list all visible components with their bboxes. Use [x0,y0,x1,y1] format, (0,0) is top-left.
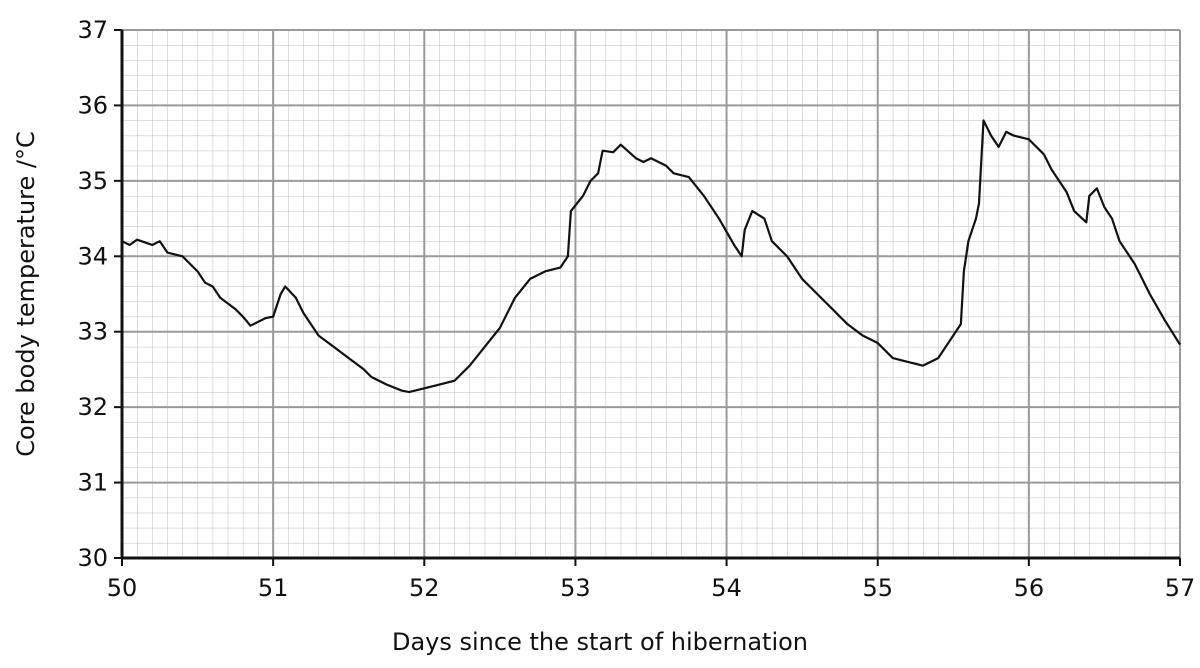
y-tick-label: 36 [77,91,108,119]
y-tick-label: 30 [77,544,108,572]
y-tick-label: 34 [77,242,108,270]
x-tick-label: 55 [862,574,893,602]
x-tick-label: 52 [409,574,440,602]
y-tick-label: 37 [77,16,108,44]
x-tick-label: 50 [107,574,138,602]
x-axis-label: Days since the start of hibernation [392,628,808,656]
x-tick-label: 54 [711,574,742,602]
y-tick-label: 35 [77,167,108,195]
y-tick-label: 32 [77,393,108,421]
y-tick-label: 33 [77,318,108,346]
data-line [121,119,1181,394]
x-tick-label: 51 [258,574,289,602]
minor-grid [122,30,1180,558]
x-tick-label: 53 [560,574,591,602]
y-axis-label: Core body temperature /°C [12,131,40,457]
x-tick-label: 57 [1165,574,1196,602]
y-tick-label: 31 [77,469,108,497]
x-tick-label: 56 [1014,574,1045,602]
